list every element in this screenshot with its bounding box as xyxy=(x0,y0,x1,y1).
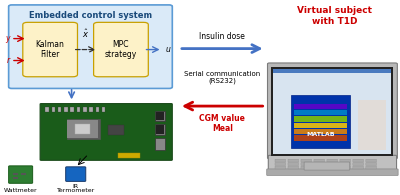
FancyBboxPatch shape xyxy=(291,95,350,148)
FancyBboxPatch shape xyxy=(83,107,86,112)
Text: Serial communication
(RS232): Serial communication (RS232) xyxy=(184,71,260,84)
FancyBboxPatch shape xyxy=(288,166,298,169)
FancyBboxPatch shape xyxy=(13,173,18,175)
FancyBboxPatch shape xyxy=(327,163,338,166)
FancyBboxPatch shape xyxy=(9,5,172,89)
FancyBboxPatch shape xyxy=(294,129,347,134)
FancyBboxPatch shape xyxy=(9,166,33,183)
FancyBboxPatch shape xyxy=(156,112,164,121)
FancyBboxPatch shape xyxy=(118,153,140,158)
FancyBboxPatch shape xyxy=(294,104,347,109)
FancyBboxPatch shape xyxy=(294,116,347,122)
FancyBboxPatch shape xyxy=(155,138,165,150)
Text: Virtual subject
with T1D: Virtual subject with T1D xyxy=(297,6,372,26)
FancyBboxPatch shape xyxy=(353,159,364,162)
Text: Wattmeter: Wattmeter xyxy=(4,188,38,192)
FancyBboxPatch shape xyxy=(52,107,55,112)
Text: MATLAB: MATLAB xyxy=(306,132,335,137)
Text: Insulin dose: Insulin dose xyxy=(199,32,245,41)
FancyBboxPatch shape xyxy=(268,63,397,159)
FancyBboxPatch shape xyxy=(94,22,148,77)
FancyBboxPatch shape xyxy=(275,163,286,166)
FancyBboxPatch shape xyxy=(23,22,78,77)
FancyBboxPatch shape xyxy=(288,159,298,162)
FancyBboxPatch shape xyxy=(301,159,312,162)
FancyBboxPatch shape xyxy=(366,163,376,166)
Text: r: r xyxy=(7,56,10,65)
FancyBboxPatch shape xyxy=(96,107,99,112)
FancyBboxPatch shape xyxy=(108,125,124,135)
Text: MPC
strategy: MPC strategy xyxy=(105,40,137,59)
FancyBboxPatch shape xyxy=(340,163,350,166)
FancyBboxPatch shape xyxy=(353,166,364,169)
Text: Embedded control system: Embedded control system xyxy=(29,11,152,20)
Text: Termometer: Termometer xyxy=(56,189,95,193)
FancyBboxPatch shape xyxy=(275,166,286,169)
FancyBboxPatch shape xyxy=(288,163,298,166)
FancyBboxPatch shape xyxy=(314,163,324,166)
FancyBboxPatch shape xyxy=(267,169,398,176)
FancyBboxPatch shape xyxy=(314,159,324,162)
FancyBboxPatch shape xyxy=(294,135,347,141)
FancyBboxPatch shape xyxy=(64,107,68,112)
FancyBboxPatch shape xyxy=(67,120,100,139)
FancyBboxPatch shape xyxy=(155,124,165,135)
FancyBboxPatch shape xyxy=(272,67,394,156)
FancyBboxPatch shape xyxy=(274,68,391,154)
Text: $\hat{x}$: $\hat{x}$ xyxy=(82,27,89,40)
FancyBboxPatch shape xyxy=(58,107,61,112)
FancyBboxPatch shape xyxy=(275,159,286,162)
Text: u: u xyxy=(166,45,170,54)
FancyBboxPatch shape xyxy=(66,167,86,181)
Text: y: y xyxy=(5,34,10,43)
FancyBboxPatch shape xyxy=(13,177,18,179)
Text: IR: IR xyxy=(73,184,79,189)
FancyBboxPatch shape xyxy=(358,100,386,150)
FancyBboxPatch shape xyxy=(102,107,106,112)
FancyBboxPatch shape xyxy=(301,166,312,169)
FancyBboxPatch shape xyxy=(89,107,93,112)
FancyBboxPatch shape xyxy=(45,107,49,112)
FancyBboxPatch shape xyxy=(274,68,391,73)
FancyBboxPatch shape xyxy=(77,107,80,112)
FancyBboxPatch shape xyxy=(327,166,338,169)
FancyBboxPatch shape xyxy=(340,166,350,169)
FancyBboxPatch shape xyxy=(75,124,90,134)
FancyBboxPatch shape xyxy=(155,111,165,121)
Text: CGM value
Meal: CGM value Meal xyxy=(199,114,245,133)
FancyBboxPatch shape xyxy=(304,162,350,170)
FancyBboxPatch shape xyxy=(366,166,376,169)
FancyBboxPatch shape xyxy=(70,107,74,112)
FancyBboxPatch shape xyxy=(301,163,312,166)
FancyBboxPatch shape xyxy=(21,173,26,175)
Text: Kalman
Filter: Kalman Filter xyxy=(36,40,64,59)
FancyBboxPatch shape xyxy=(353,163,364,166)
FancyBboxPatch shape xyxy=(156,125,164,134)
FancyBboxPatch shape xyxy=(340,159,350,162)
FancyBboxPatch shape xyxy=(314,166,324,169)
FancyBboxPatch shape xyxy=(268,155,396,171)
FancyBboxPatch shape xyxy=(67,121,98,138)
FancyBboxPatch shape xyxy=(294,110,347,115)
FancyBboxPatch shape xyxy=(327,159,338,162)
FancyBboxPatch shape xyxy=(40,104,172,160)
FancyBboxPatch shape xyxy=(294,123,347,128)
FancyBboxPatch shape xyxy=(366,159,376,162)
